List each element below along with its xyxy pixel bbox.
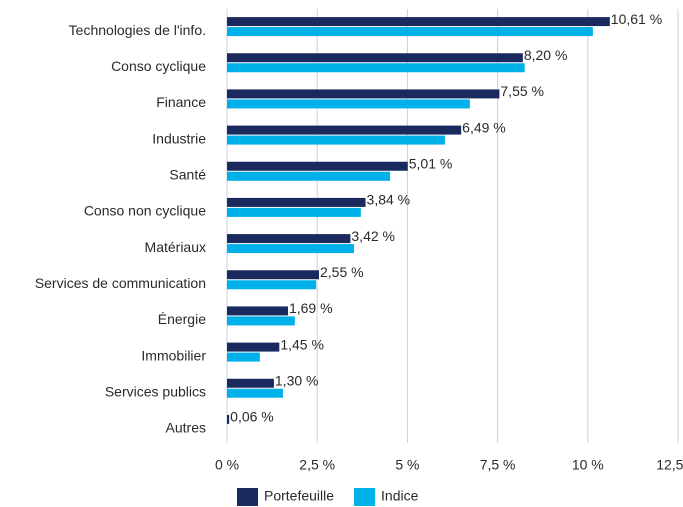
bar (227, 378, 274, 388)
bar (227, 388, 283, 398)
value-label: 6,49 % (462, 119, 506, 135)
category-label: Matériaux (145, 239, 206, 255)
category-label: Services publics (105, 383, 206, 399)
bar (227, 63, 525, 73)
bar (227, 270, 320, 280)
bar (227, 17, 610, 27)
bar (227, 89, 500, 99)
category-label: Immobilier (141, 347, 206, 363)
category-label: Finance (156, 94, 206, 110)
bar (227, 280, 317, 290)
value-label: 10,61 % (611, 11, 662, 27)
x-tick-label: 10 % (572, 457, 604, 473)
value-label: 3,42 % (351, 228, 395, 244)
bar (227, 316, 295, 326)
x-tick-label: 0 % (215, 457, 239, 473)
bar (227, 414, 230, 424)
category-label: Énergie (158, 311, 206, 327)
legend-swatch (237, 488, 258, 506)
bar (227, 244, 355, 254)
x-tick-label: 12,5 % (656, 457, 683, 473)
bar (227, 171, 391, 181)
value-label: 7,55 % (500, 83, 544, 99)
bar (227, 27, 593, 37)
category-label: Technologies de l'info. (69, 22, 206, 38)
value-label: 1,45 % (280, 336, 324, 352)
category-label: Santé (169, 166, 206, 182)
category-label: Autres (166, 420, 206, 436)
bar (227, 99, 470, 109)
legend-swatch (354, 488, 376, 506)
bar (227, 161, 408, 171)
bar (227, 125, 462, 135)
bar (227, 207, 361, 217)
category-label: Conso cyclique (111, 58, 206, 74)
legend-label: Portefeuille (264, 488, 334, 504)
value-label: 1,30 % (275, 372, 319, 388)
bar (227, 197, 366, 207)
bar (227, 352, 260, 362)
value-label: 2,55 % (320, 264, 364, 280)
value-label: 3,84 % (367, 192, 411, 208)
legend-label: Indice (381, 488, 419, 504)
bar (227, 342, 280, 352)
value-label: 1,69 % (289, 300, 333, 316)
x-tick-label: 2,5 % (299, 457, 335, 473)
bar (227, 306, 288, 316)
value-label: 8,20 % (524, 47, 568, 63)
bar (227, 234, 351, 244)
bar (227, 135, 445, 145)
category-label: Industrie (152, 130, 206, 146)
x-tick-label: 5 % (395, 457, 419, 473)
value-label: 0,06 % (230, 409, 274, 425)
category-label: Services de communication (35, 275, 206, 291)
x-tick-label: 7,5 % (480, 457, 516, 473)
value-label: 5,01 % (409, 155, 453, 171)
category-label: Conso non cyclique (84, 203, 206, 219)
bar (227, 53, 523, 63)
